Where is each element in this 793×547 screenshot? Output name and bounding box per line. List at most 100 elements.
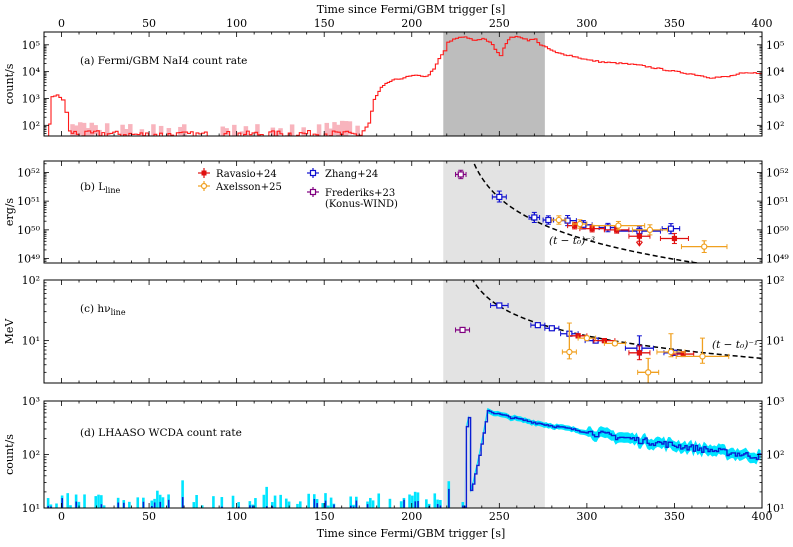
wcda-count-bar — [448, 488, 450, 508]
noise-band-bar — [85, 128, 91, 136]
legend-label: Zhang+24 — [325, 169, 378, 180]
panel-label-main: (b) L — [80, 181, 105, 193]
noise-band-bar — [316, 124, 322, 136]
noise-band-bar — [49, 504, 53, 508]
noise-band-bar — [273, 495, 277, 508]
y-axis-label: erg/s — [3, 198, 16, 227]
noise-band-bar — [195, 495, 198, 508]
noise-band-bar — [265, 486, 268, 508]
y-tick-label-left: 10⁴⁹ — [17, 253, 40, 266]
noise-band-bar — [289, 124, 295, 136]
x-axis-title-top: Time since Fermi/GBM trigger [s] — [317, 3, 506, 16]
y-tick-label-right: 10² — [766, 449, 784, 462]
wcda-count-bar — [151, 505, 153, 508]
y-axis-label: MeV — [3, 318, 16, 345]
noise-band-bar — [255, 124, 260, 135]
noise-band-bar — [212, 496, 215, 508]
data-marker — [496, 302, 503, 309]
wcda-count-bar — [61, 498, 64, 508]
noise-band-bar — [352, 504, 355, 508]
x-tick-label-top: 50 — [142, 17, 156, 30]
noise-band-bar — [324, 122, 330, 136]
noise-band-bar — [158, 494, 162, 508]
wcda-count-bar — [251, 505, 254, 508]
noise-band-bar — [181, 480, 184, 508]
noise-band-bar — [128, 501, 131, 508]
series-frederiks-23 — [455, 169, 467, 180]
wcda-count-bar — [333, 504, 335, 508]
noise-band-bar — [287, 501, 291, 508]
data-marker — [534, 322, 541, 329]
y-tick-label-left: 10² — [22, 119, 40, 132]
panel-a: 0 50 100 150 200 250 300 350 400 10² 10² 10³ 10³ 10⁴ 1… — [3, 17, 785, 137]
noise-band-bar — [69, 505, 72, 508]
wcda-count-bar — [265, 506, 268, 508]
panel-frame — [43, 400, 763, 509]
wcda-count-bar — [439, 505, 442, 508]
data-marker — [646, 226, 654, 234]
noise-band-bar — [100, 495, 103, 508]
legend-label-secondary: (Konus-WIND) — [325, 199, 398, 210]
noise-band-bar — [279, 494, 282, 508]
power-law-label: (t − t₀)⁻¹ — [712, 339, 758, 351]
y-tick-label-left: 10² — [22, 449, 40, 462]
power-law-label: (t − t₀)⁻³ — [549, 235, 595, 247]
noise-band-bar — [326, 505, 330, 508]
noise-band-bar — [433, 493, 437, 508]
wcda-count-bar — [123, 502, 125, 508]
noise-band-bar — [120, 124, 125, 136]
noise-band-bar — [124, 129, 129, 136]
wcda-count-bar — [249, 505, 251, 508]
power-law-curve — [472, 161, 702, 263]
legend-marker — [200, 182, 208, 190]
data-marker — [615, 222, 622, 229]
data-marker — [701, 243, 708, 250]
wcda-count-bar — [436, 504, 439, 508]
noise-band-bar — [220, 497, 224, 508]
noise-band-bar — [296, 503, 299, 508]
noise-band-bar — [301, 127, 306, 136]
legend-label: Axelsson+25 — [215, 182, 282, 193]
wcda-count-bar — [47, 505, 50, 508]
x-tick-label-top: 150 — [314, 17, 335, 30]
y-tick-label-right: 10⁴ — [766, 66, 785, 79]
y-tick-label-left: 10⁵ — [22, 39, 40, 52]
noise-band-bar — [254, 498, 257, 508]
noise-band-bar — [178, 126, 183, 136]
noise-band-bar — [343, 121, 349, 136]
noise-band-bar — [192, 502, 196, 508]
noise-band-bar — [377, 493, 381, 508]
data-marker — [636, 350, 643, 356]
data-marker — [531, 214, 538, 221]
x-tick-label-bottom: 50 — [142, 510, 156, 523]
noise-band-bar — [66, 493, 70, 508]
noise-band-bar — [220, 126, 226, 136]
noise-band-bar — [347, 121, 353, 135]
y-tick-label-left: 10³ — [22, 92, 40, 105]
noise-band-bar — [70, 124, 75, 136]
series-frederiks-23 — [455, 326, 471, 334]
y-tick-label-left: 10² — [22, 274, 40, 287]
noise-band-bar — [355, 125, 360, 136]
x-tick-label-top: 300 — [576, 17, 597, 30]
x-tick-label-bottom: 100 — [226, 510, 247, 523]
wcda-count-bar — [50, 506, 52, 508]
noise-band-bar — [436, 499, 439, 508]
noise-band-bar — [329, 497, 333, 508]
x-tick-label-top: 200 — [401, 17, 422, 30]
shaded-interval-light — [443, 280, 545, 383]
x-tick-label-top: 0 — [58, 17, 65, 30]
noise-band-bar — [150, 500, 154, 508]
upper-limit-arrowhead — [635, 241, 643, 247]
noise-band-bar — [83, 494, 86, 508]
noise-band-bar — [270, 127, 276, 136]
noise-band-bar — [200, 505, 204, 508]
noise-band-bar — [369, 497, 372, 508]
noise-band-bar — [349, 496, 353, 508]
wcda-count-bar — [271, 505, 274, 508]
noise-band-bar — [439, 499, 442, 508]
noise-band-bar — [81, 122, 87, 136]
data-marker — [699, 353, 706, 360]
